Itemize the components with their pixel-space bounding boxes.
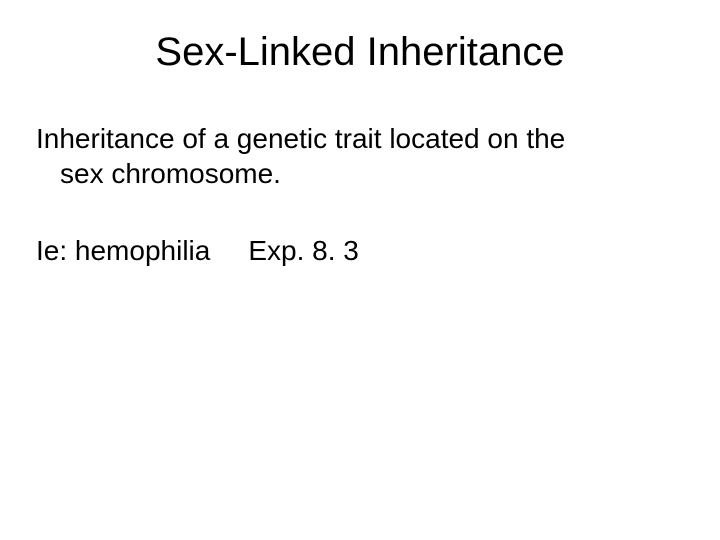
example-label: Ie: hemophilia bbox=[36, 235, 210, 266]
slide-title: Sex-Linked Inheritance bbox=[36, 30, 684, 75]
example-row: Ie: hemophilia Exp. 8. 3 bbox=[36, 235, 684, 267]
slide-body: Inheritance of a genetic trait located o… bbox=[36, 121, 684, 191]
example-reference: Exp. 8. 3 bbox=[248, 235, 359, 266]
body-line-1: Inheritance of a genetic trait located o… bbox=[36, 123, 565, 154]
slide: Sex-Linked Inheritance Inheritance of a … bbox=[0, 0, 720, 540]
body-line-2: sex chromosome. bbox=[36, 156, 684, 191]
